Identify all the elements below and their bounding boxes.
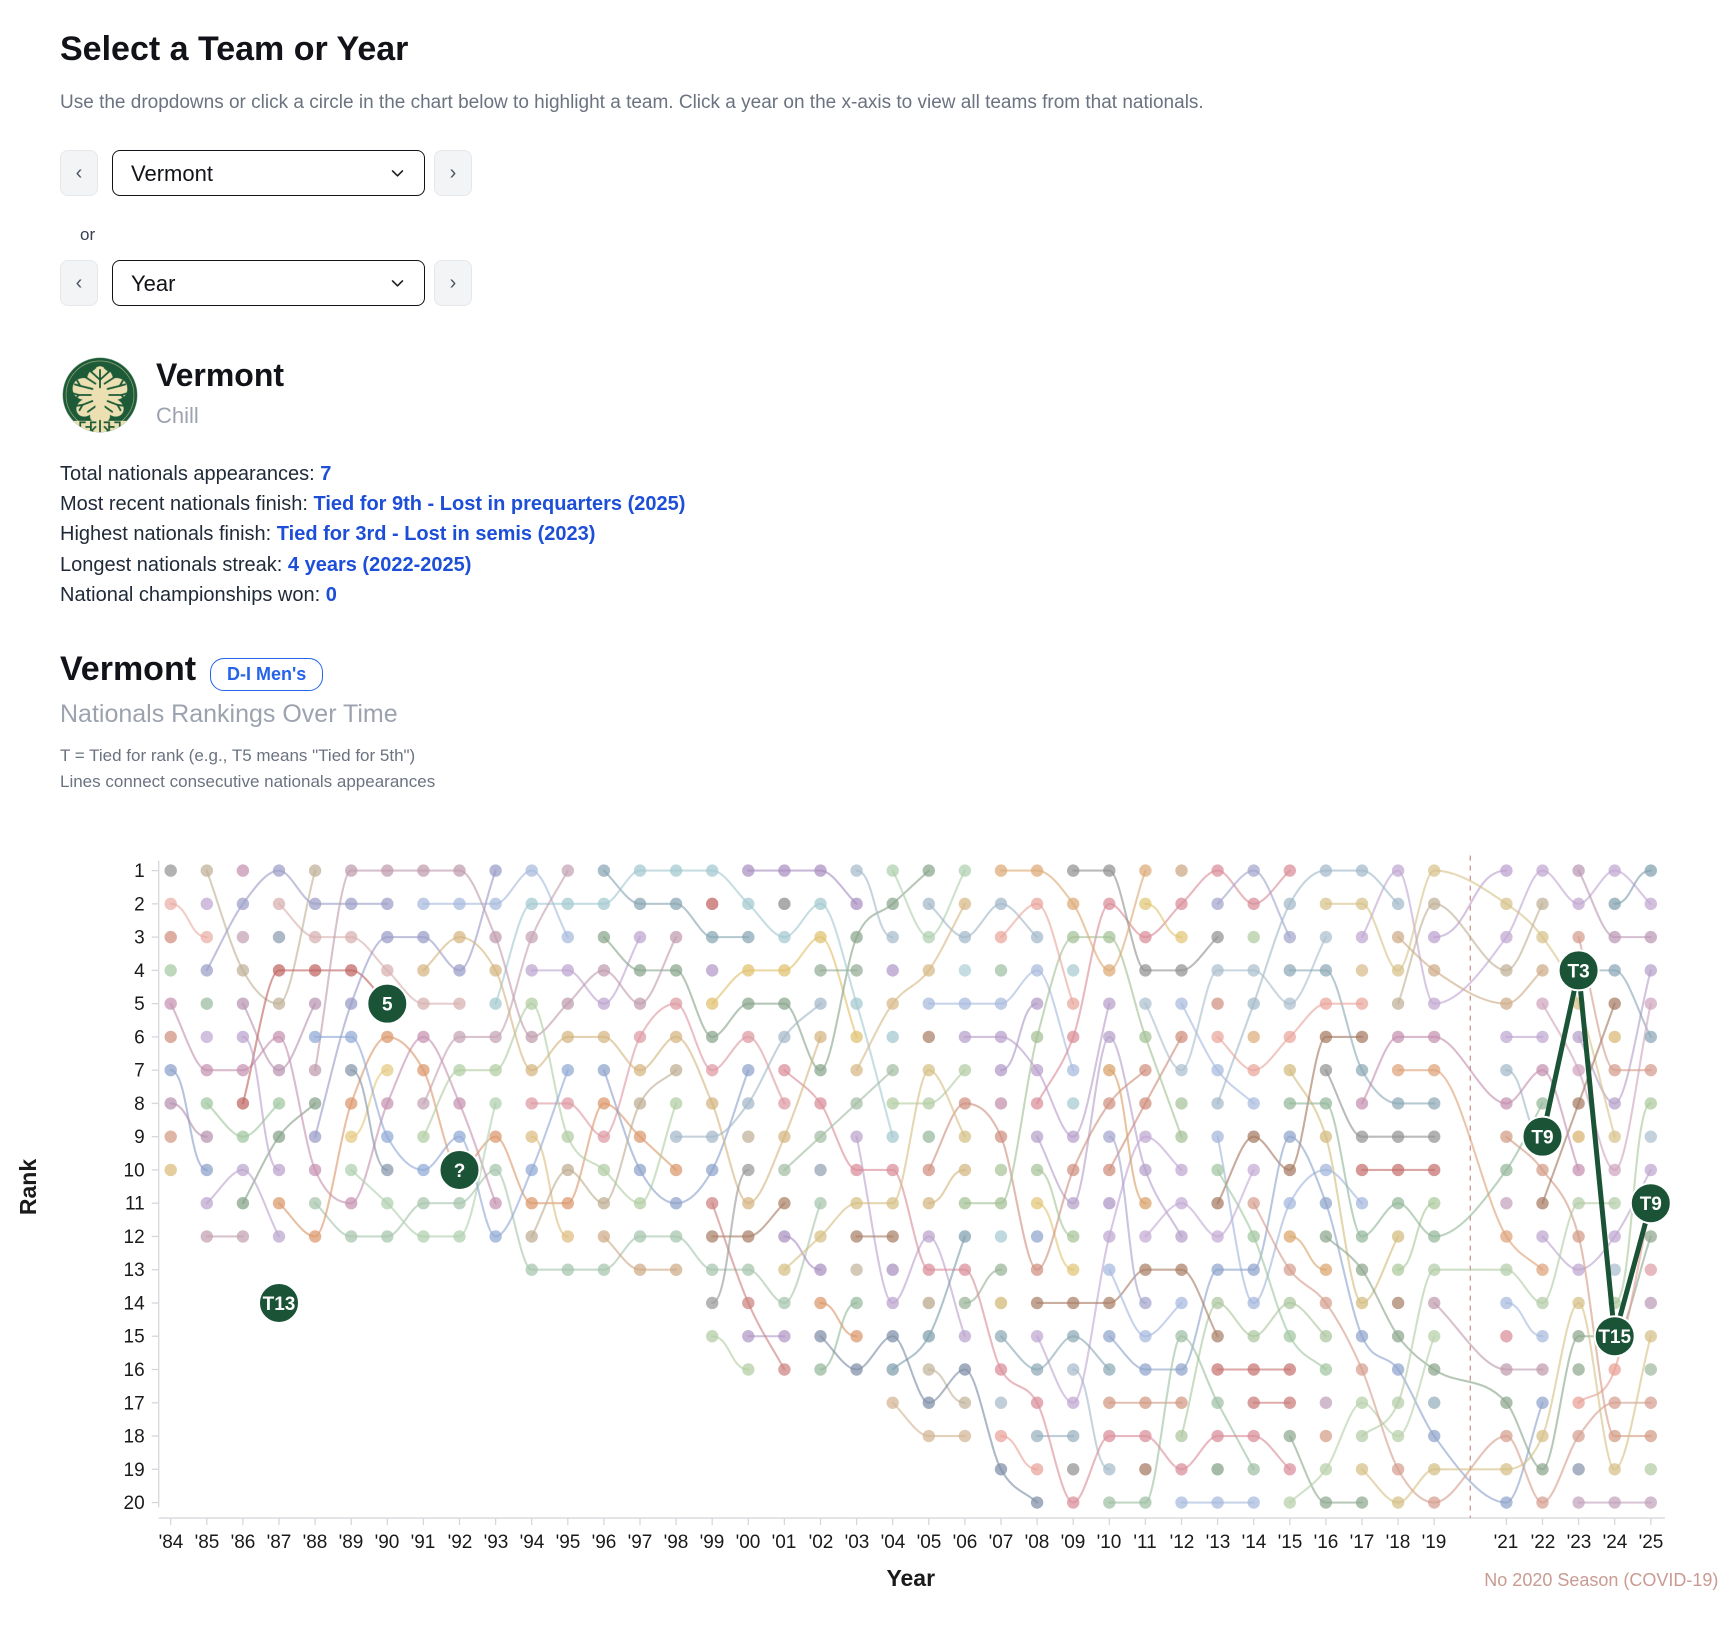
svg-text:'95: '95	[556, 1532, 581, 1553]
svg-text:'18: '18	[1386, 1532, 1411, 1553]
svg-text:'09: '09	[1061, 1532, 1086, 1553]
svg-text:12: 12	[124, 1227, 145, 1248]
svg-text:'11: '11	[1133, 1532, 1156, 1553]
svg-text:'90: '90	[375, 1532, 400, 1553]
svg-text:T13: T13	[263, 1294, 296, 1315]
svg-text:19: 19	[124, 1460, 145, 1481]
svg-text:'17: '17	[1350, 1532, 1375, 1553]
svg-text:'96: '96	[592, 1532, 617, 1553]
svg-text:17: 17	[124, 1393, 145, 1414]
svg-text:16: 16	[124, 1360, 145, 1381]
svg-text:'84: '84	[159, 1532, 184, 1553]
svg-text:'16: '16	[1314, 1532, 1339, 1553]
svg-text:6: 6	[134, 1027, 145, 1048]
svg-text:'03: '03	[845, 1532, 870, 1553]
svg-text:'22: '22	[1531, 1532, 1556, 1553]
svg-text:9: 9	[134, 1127, 145, 1148]
svg-text:4: 4	[134, 961, 145, 982]
svg-text:10: 10	[124, 1160, 145, 1181]
svg-text:T9: T9	[1531, 1128, 1553, 1149]
svg-text:14: 14	[124, 1293, 146, 1314]
svg-text:'08: '08	[1025, 1532, 1050, 1553]
svg-text:8: 8	[134, 1094, 145, 1115]
svg-text:7: 7	[134, 1061, 145, 1082]
svg-text:'10: '10	[1097, 1532, 1122, 1553]
svg-text:'12: '12	[1170, 1532, 1195, 1553]
svg-text:'97: '97	[628, 1532, 653, 1553]
svg-text:'88: '88	[303, 1532, 328, 1553]
svg-text:'92: '92	[448, 1532, 473, 1553]
svg-text:No 2020 Season (COVID-19): No 2020 Season (COVID-19)	[1484, 1570, 1718, 1590]
svg-text:'07: '07	[989, 1532, 1014, 1553]
svg-text:'02: '02	[809, 1532, 834, 1553]
svg-text:'00: '00	[736, 1532, 761, 1553]
svg-text:'86: '86	[231, 1532, 256, 1553]
svg-text:'89: '89	[339, 1532, 364, 1553]
svg-text:3: 3	[134, 928, 145, 949]
svg-text:'93: '93	[484, 1532, 509, 1553]
svg-text:'94: '94	[520, 1532, 545, 1553]
svg-text:'05: '05	[917, 1532, 942, 1553]
svg-text:?: ?	[454, 1161, 466, 1182]
svg-text:'14: '14	[1242, 1532, 1267, 1553]
svg-text:'25: '25	[1639, 1532, 1664, 1553]
svg-text:T9: T9	[1640, 1194, 1662, 1215]
svg-text:13: 13	[124, 1260, 145, 1281]
svg-text:'91: '91	[411, 1532, 436, 1553]
svg-text:T15: T15	[1598, 1327, 1631, 1348]
svg-text:20: 20	[124, 1493, 145, 1514]
svg-text:'06: '06	[953, 1532, 978, 1553]
svg-text:5: 5	[134, 994, 145, 1015]
svg-text:Year: Year	[886, 1565, 935, 1591]
svg-text:'13: '13	[1206, 1532, 1231, 1553]
svg-text:'24: '24	[1603, 1532, 1628, 1553]
svg-text:2: 2	[134, 894, 145, 915]
svg-text:'21: '21	[1494, 1532, 1519, 1553]
svg-text:'98: '98	[664, 1532, 689, 1553]
svg-text:'85: '85	[195, 1532, 220, 1553]
svg-text:11: 11	[125, 1194, 145, 1215]
svg-text:5: 5	[382, 995, 393, 1016]
svg-text:'87: '87	[267, 1532, 292, 1553]
svg-text:1: 1	[134, 861, 145, 882]
svg-text:15: 15	[124, 1327, 145, 1348]
svg-text:'01: '01	[772, 1532, 797, 1553]
svg-text:T3: T3	[1568, 961, 1590, 982]
svg-text:'19: '19	[1422, 1532, 1447, 1553]
svg-text:'99: '99	[700, 1532, 725, 1553]
svg-text:'15: '15	[1278, 1532, 1303, 1553]
svg-text:'23: '23	[1567, 1532, 1592, 1553]
svg-text:18: 18	[124, 1427, 145, 1448]
svg-text:'04: '04	[881, 1532, 906, 1553]
